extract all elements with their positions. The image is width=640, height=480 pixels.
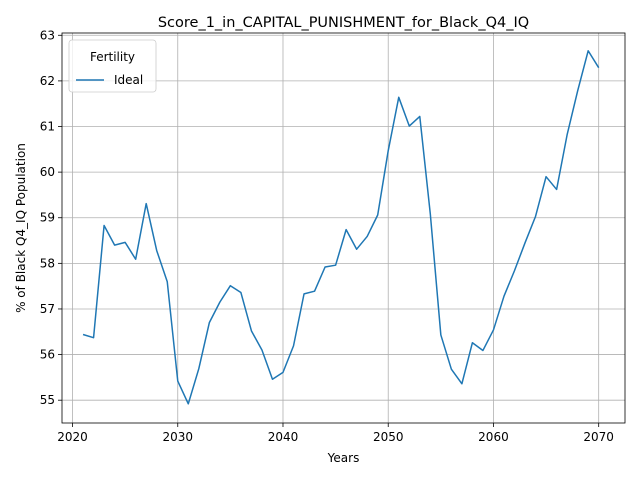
legend-box (68, 39, 157, 93)
y-tick-label: 62 (40, 74, 55, 88)
x-axis-label: Years (327, 451, 360, 465)
ticks-layer: 2020 2030 2040 2050 2060 2070 55 56 57 58 59 60 61 62… (40, 28, 614, 444)
chart-title: Score_1_in_CAPITAL_PUNISHMENT_for_Black_… (158, 15, 529, 31)
y-tick-label: 59 (40, 211, 55, 225)
y-tick-label: 56 (40, 348, 55, 362)
legend-label-ideal: Ideal (114, 73, 143, 87)
y-tick-label: 63 (40, 28, 55, 42)
y-axis-label: % of Black Q4_IQ Population (14, 143, 28, 313)
x-tick-label: 2060 (478, 430, 509, 444)
legend: Fertility Ideal (68, 39, 157, 93)
plot-frame (61, 32, 626, 424)
y-tick-label: 57 (40, 302, 55, 316)
x-tick-label: 2020 (57, 430, 88, 444)
y-tick-label: 61 (40, 120, 55, 134)
series-line-ideal (82, 50, 600, 405)
y-tick-label: 58 (40, 256, 55, 270)
y-tick-label: 55 (40, 393, 55, 407)
series-layer (82, 50, 600, 405)
x-tick-label: 2030 (162, 430, 193, 444)
x-tick-label: 2050 (373, 430, 404, 444)
y-tick-label: 60 (40, 165, 55, 179)
x-tick-label: 2040 (268, 430, 299, 444)
grid-layer (62, 33, 625, 423)
legend-title: Fertility (90, 50, 135, 64)
x-tick-label: 2070 (583, 430, 614, 444)
